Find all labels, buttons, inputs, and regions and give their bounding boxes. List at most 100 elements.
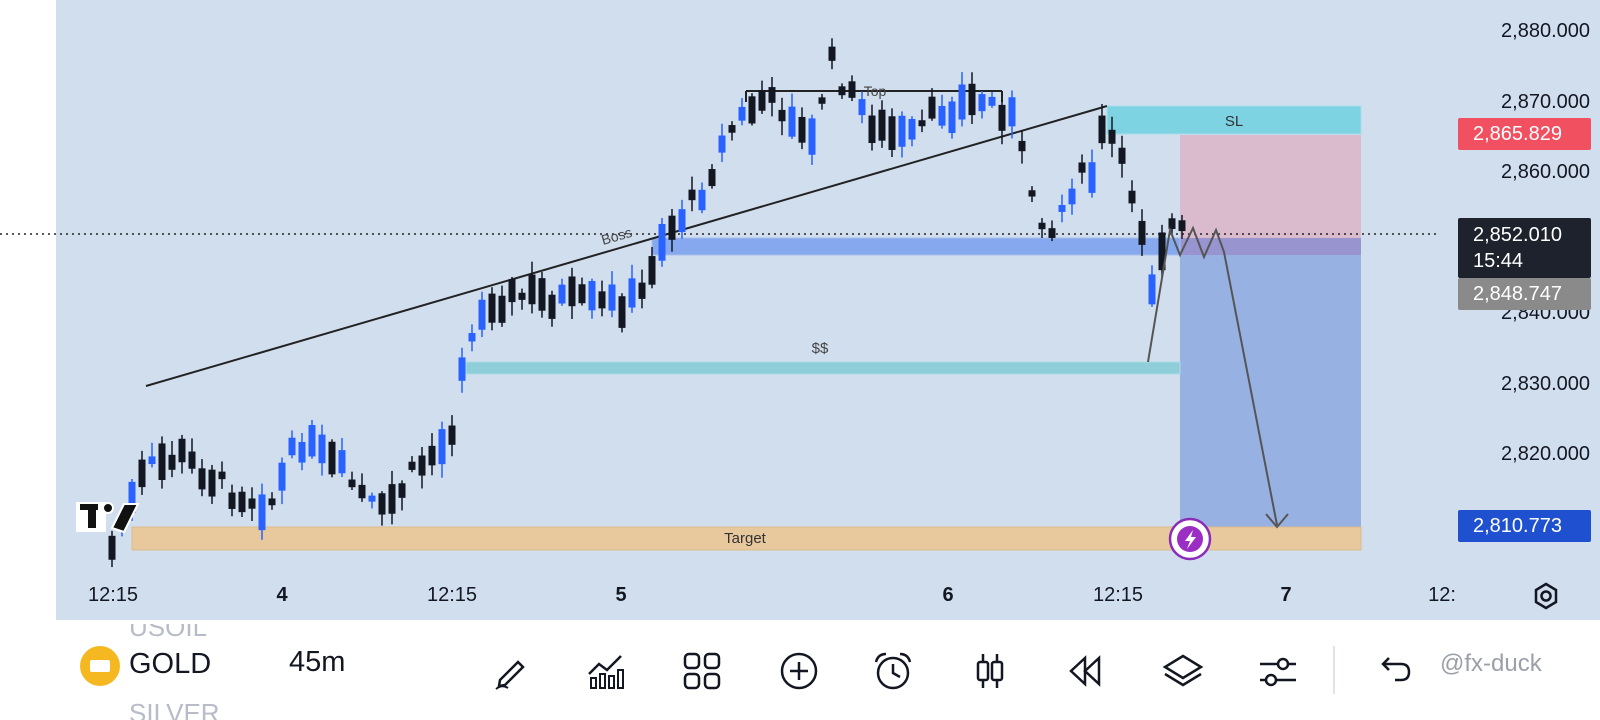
candle-style-icon[interactable] <box>969 650 1011 692</box>
pencil-icon[interactable] <box>490 650 532 692</box>
candle-body <box>978 94 986 112</box>
candle-body <box>928 96 936 119</box>
candle-body <box>668 215 676 240</box>
candle-body <box>458 357 466 381</box>
candle-body <box>1088 162 1096 193</box>
price-axis[interactable]: 2,880.000 2,870.000 2,860.000 2,840.000 … <box>1440 0 1600 620</box>
projection-path[interactable] <box>1147 225 1278 526</box>
candle-body <box>1138 220 1146 245</box>
layers-icon[interactable] <box>1162 650 1204 692</box>
candle-body <box>838 86 846 96</box>
candle-body <box>1108 129 1116 144</box>
candle-body <box>488 293 496 323</box>
candle-body <box>358 484 366 499</box>
candle-body <box>578 284 586 304</box>
candlesticks <box>108 38 1186 568</box>
candle-body <box>338 450 346 474</box>
time-axis-label: 7 <box>1280 584 1292 606</box>
alarm-icon[interactable] <box>872 650 914 692</box>
candle-body <box>738 106 746 121</box>
candle-body <box>448 425 456 445</box>
price-axis-label: 2,860.000 <box>1501 161 1590 183</box>
symbol-name[interactable]: GOLD <box>129 648 212 680</box>
candle-body <box>868 115 876 144</box>
sl-zone[interactable] <box>1106 105 1362 135</box>
candle-body <box>608 284 616 311</box>
candle-body <box>428 445 436 466</box>
price-axis-label: 2,830.000 <box>1501 372 1590 395</box>
candle-body <box>348 479 356 488</box>
candle-body <box>138 459 146 488</box>
candle-body <box>1118 147 1126 164</box>
chart-settings-gear-icon[interactable] <box>1530 580 1562 612</box>
bos-zone[interactable] <box>651 237 1181 256</box>
current-price-tag: 2,852.010 15:44 <box>1458 218 1591 278</box>
candle-body <box>708 169 716 187</box>
candle-body <box>818 97 826 104</box>
left-margin <box>0 0 56 620</box>
chart-area[interactable]: SL $$ Target Top Boss <box>0 0 1600 620</box>
candle-body <box>628 278 636 308</box>
candle-body <box>698 189 706 211</box>
liquidity-zone[interactable] <box>465 361 1181 375</box>
symbol-below[interactable]: SILVER <box>129 698 220 720</box>
settings-sliders-icon[interactable] <box>1257 650 1299 692</box>
time-axis[interactable]: 12:15 4 12:15 5 6 12:15 7 12: <box>56 576 1600 616</box>
candle-body <box>718 135 726 153</box>
candle-body <box>828 46 836 61</box>
candle-body <box>288 437 296 456</box>
tradingview-logo-icon <box>76 502 140 534</box>
target-price-tag: 2,810.773 <box>1458 510 1591 542</box>
candle-body <box>148 456 156 465</box>
candle-body <box>1058 205 1066 212</box>
candle-body <box>228 492 236 509</box>
candle-body <box>268 498 276 506</box>
candle-body <box>368 495 376 502</box>
candle-body <box>1028 190 1036 197</box>
candle-body <box>638 282 646 299</box>
replay-icon[interactable] <box>1065 650 1107 692</box>
candle-body <box>218 471 226 480</box>
target-zone[interactable] <box>131 526 1362 551</box>
candle-body <box>478 299 486 330</box>
candle-body <box>1018 140 1026 152</box>
entry-overlap-zone <box>1180 238 1361 255</box>
candle-body <box>508 279 516 303</box>
candle-body <box>748 96 756 124</box>
time-axis-label: 12:15 <box>87 584 139 606</box>
price-chart[interactable]: SL $$ Target Top Boss <box>0 0 1600 620</box>
reward-zone[interactable] <box>1180 255 1361 527</box>
candle-body <box>438 429 446 465</box>
candle-body <box>1178 220 1186 232</box>
candle-body <box>528 274 536 305</box>
add-icon[interactable] <box>778 650 820 692</box>
candle-body <box>1038 222 1046 230</box>
lightning-icon <box>1185 530 1196 549</box>
undo-icon[interactable] <box>1371 650 1413 692</box>
candle-body <box>588 281 596 311</box>
candle-body <box>328 441 336 475</box>
candle-body <box>178 438 186 463</box>
candle-body <box>128 481 136 513</box>
interval-selector[interactable]: 45m <box>289 646 346 678</box>
gold-symbol-icon <box>80 646 120 686</box>
symbol-above[interactable]: USOIL <box>129 612 208 642</box>
trendline[interactable] <box>145 105 1108 387</box>
candle-body <box>468 333 476 342</box>
candle-body <box>1168 218 1176 230</box>
candle-body <box>388 484 396 514</box>
candle-body <box>1128 190 1136 204</box>
candle-body <box>108 535 116 560</box>
layout-grid-icon[interactable] <box>681 650 723 692</box>
indicators-icon[interactable] <box>585 650 627 692</box>
candle-body <box>1048 228 1056 238</box>
candle-body <box>538 278 546 311</box>
candle-body <box>518 292 526 300</box>
time-axis-label: 12: <box>1428 584 1456 606</box>
candle-body <box>898 115 906 147</box>
bar-countdown: 15:44 <box>1473 250 1524 272</box>
candle-body <box>788 106 796 137</box>
price-axis-label: 2,870.000 <box>1501 90 1590 113</box>
risk-zone[interactable] <box>1180 135 1361 255</box>
sl-price-tag: 2,865.829 <box>1458 118 1591 150</box>
